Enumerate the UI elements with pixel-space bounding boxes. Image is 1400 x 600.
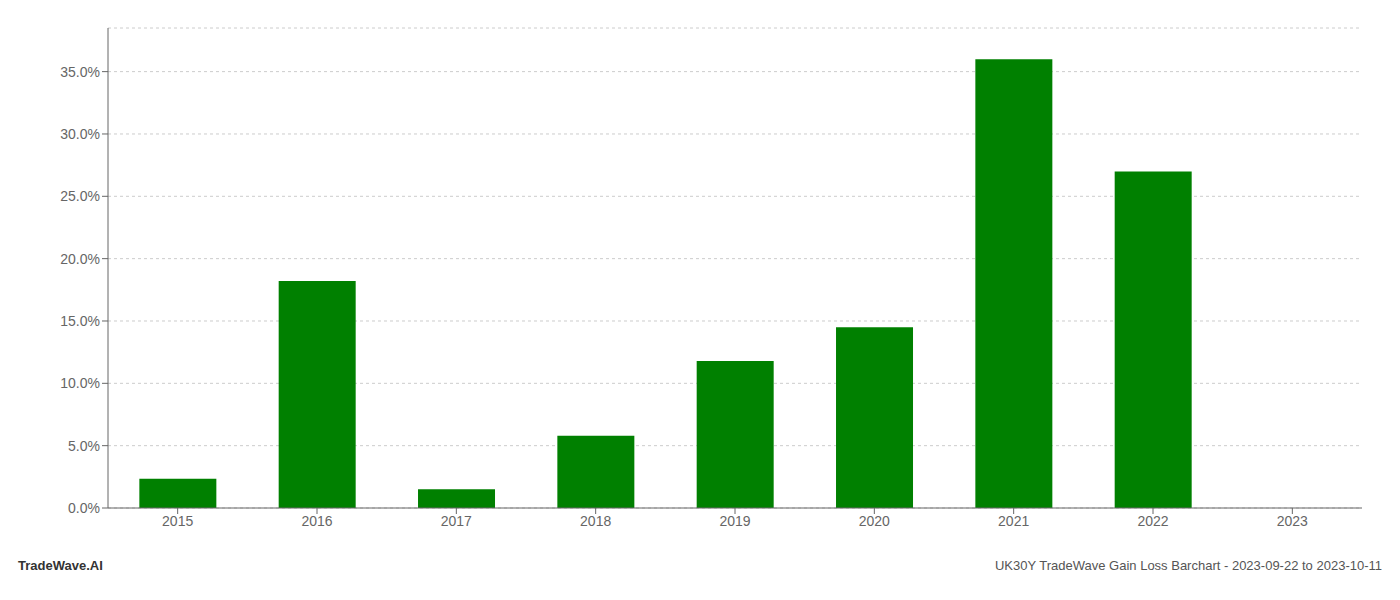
svg-text:2022: 2022 [1137,513,1168,529]
svg-text:2021: 2021 [998,513,1029,529]
svg-text:30.0%: 30.0% [60,126,100,142]
svg-text:0.0%: 0.0% [68,500,100,516]
html-text:TradeWave.AI: TradeWave.AI [18,558,103,573]
svg-text:2016: 2016 [301,513,332,529]
svg-text:2018: 2018 [580,513,611,529]
svg-text:2017: 2017 [441,513,472,529]
svg-text:10.0%: 10.0% [60,375,100,391]
svg-text:2015: 2015 [162,513,193,529]
svg-text:15.0%: 15.0% [60,313,100,329]
svg-text:20.0%: 20.0% [60,251,100,267]
svg-text:35.0%: 35.0% [60,64,100,80]
svg-text:2023: 2023 [1277,513,1308,529]
svg-text:2020: 2020 [859,513,890,529]
html-text:UK30Y TradeWave Gain Loss Barc: UK30Y TradeWave Gain Loss Barchart - 202… [994,558,1382,573]
svg-text:2019: 2019 [719,513,750,529]
svg-text:25.0%: 25.0% [60,188,100,204]
svg-text:5.0%: 5.0% [68,438,100,454]
